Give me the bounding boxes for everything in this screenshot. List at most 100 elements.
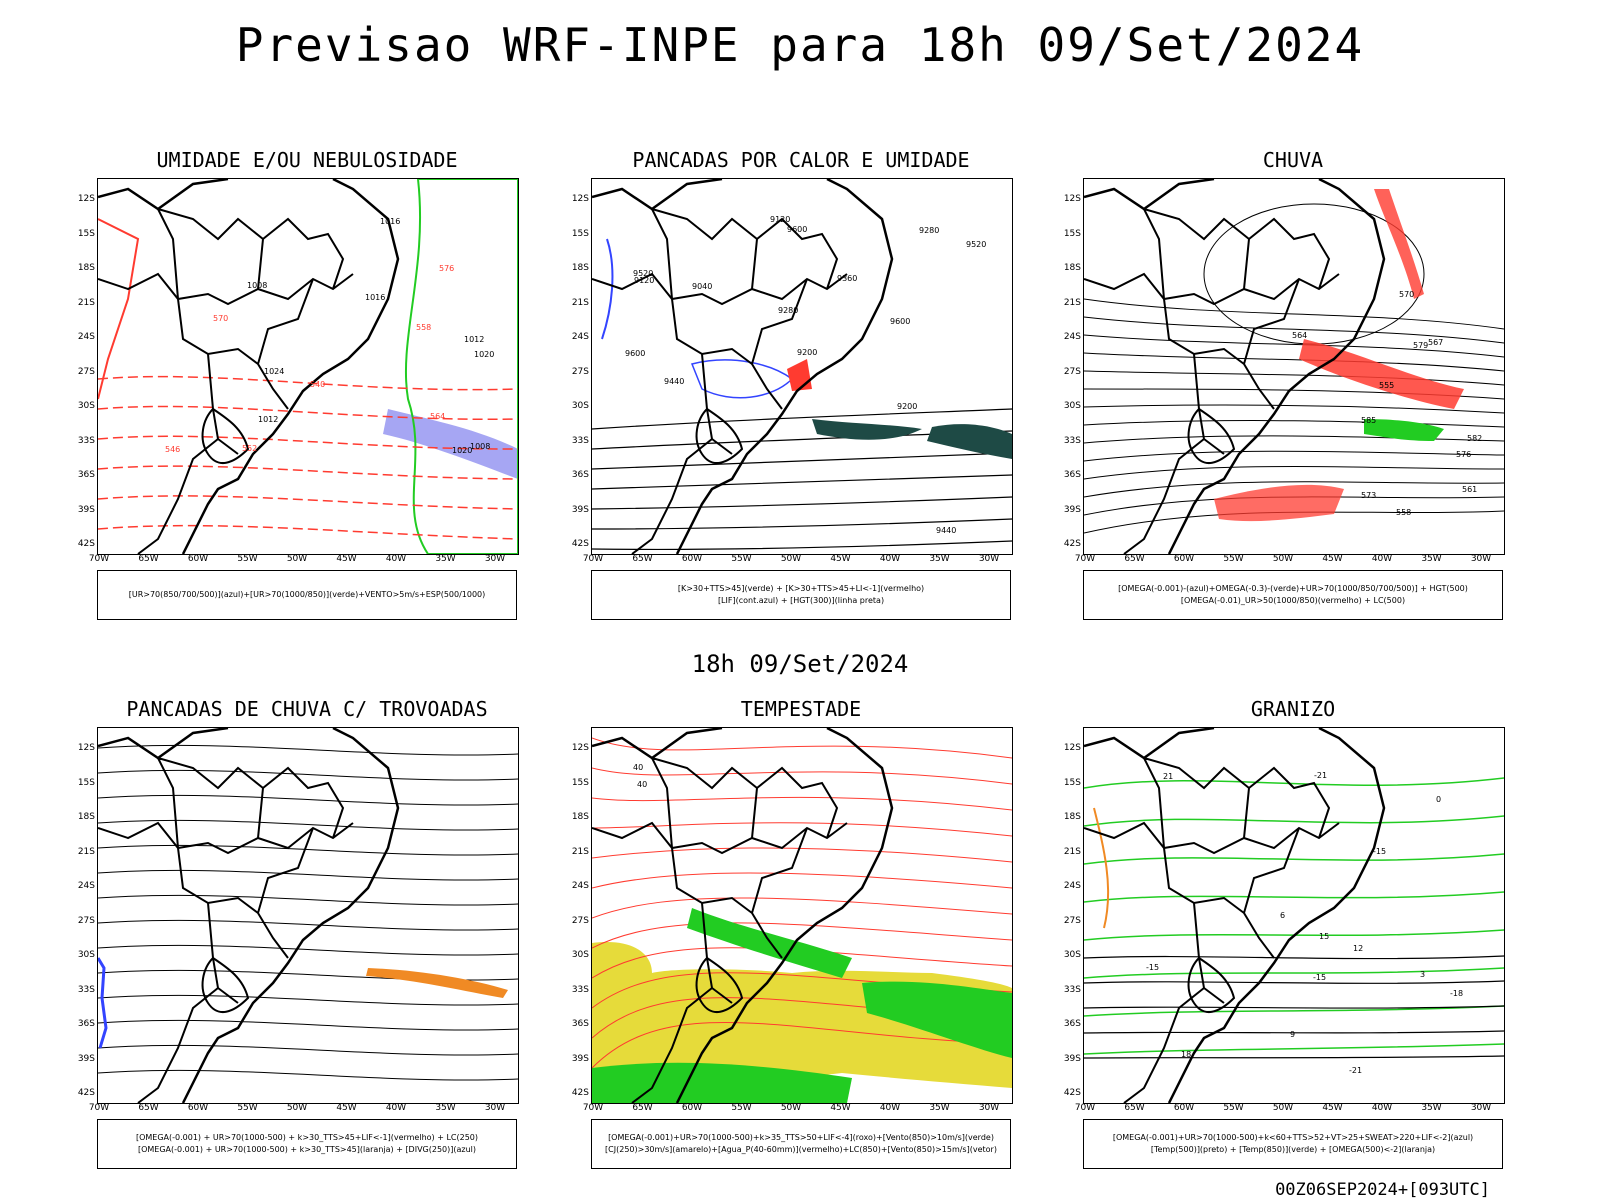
contour-label: -15: [1373, 847, 1386, 856]
longitude-label: 55W: [731, 1103, 752, 1113]
panel-1-legend: [UR>70(850/700/500)](azul)+[UR>70(1000/8…: [97, 570, 517, 620]
longitude-label: 45W: [336, 554, 357, 564]
panel-1-map: 1008 1012 1016 1020 1024 1008 1012 1016 1020 576 5…: [97, 178, 519, 555]
latitude-label: 21S: [571, 297, 589, 308]
contour-label: 564: [430, 412, 445, 421]
thickness-contour-red: [98, 375, 518, 391]
panel-4-legend: [OMEGA(-0.001) + UR>70(1000-500) + k>30_…: [97, 1119, 517, 1169]
longitude-label: 55W: [237, 1103, 258, 1113]
country-borders: [592, 757, 848, 1103]
streamline-250: [98, 794, 518, 806]
longitude-label: 35W: [929, 554, 950, 564]
latitude-label: 24S: [571, 332, 589, 342]
hgt500-contour: [1084, 352, 1504, 372]
hgt300-contour: [592, 452, 1012, 470]
legend-line: [OMEGA(-0.001)+UR>70(1000-500)+k<60+TTS>…: [1112, 1133, 1474, 1142]
latitude-label: 36S: [571, 470, 589, 480]
hgt300-contour: [592, 408, 1012, 430]
legend-line: [Temp(500)](preto) + [Temp(850)](verde) …: [1150, 1145, 1436, 1154]
latitude-label: 15S: [571, 777, 589, 788]
legend-line: [LIF](cont.azul) + [HGT(300)](linha pret…: [717, 596, 885, 605]
legend-line: [OMEGA(-0.001)-(azul)+OMEGA(-0.3)-(verde…: [1118, 584, 1468, 593]
latitude-label: 27S: [1063, 915, 1081, 926]
latitude-label: 12S: [571, 194, 589, 204]
longitude-label: 35W: [1421, 554, 1442, 564]
longitude-label: 45W: [1322, 554, 1343, 564]
rain-area-red: [1214, 484, 1344, 522]
streamline-850-red: [592, 897, 1012, 919]
latitude-label: 21S: [1063, 297, 1081, 308]
longitude-label: 35W: [929, 1103, 950, 1113]
streamline-250: [98, 894, 518, 906]
humidity-contour-red: [98, 218, 140, 400]
streamline-850-red: [592, 922, 1012, 949]
longitude-label: 60W: [681, 1103, 703, 1113]
longitude-label: 45W: [336, 1103, 357, 1113]
panel-2-legend: [K>30+TTS>45](verde) + [K>30+TTS>45+LI<-…: [591, 570, 1011, 620]
contour-label: 9360: [837, 274, 857, 283]
latitude-label: 21S: [571, 846, 589, 857]
contour-label: 546: [165, 445, 180, 454]
legend-line: [OMEGA(-0.001)+UR>70(1000-500)+k>35_TTS>…: [608, 1133, 994, 1142]
contour-label: 576: [1456, 450, 1471, 459]
panel-5-map-svg: 40 40: [592, 728, 1012, 1103]
temp500-contour-black: [1084, 980, 1504, 984]
latitude-label: 24S: [77, 881, 95, 891]
country-borders: [1084, 208, 1340, 554]
panel-2-map-svg: 9600 9600 9600 9520 9520 9440 9440 9360 9280 9280…: [592, 179, 1012, 554]
longitude-label: 50W: [286, 1103, 308, 1113]
wind850-area-green: [592, 1062, 852, 1103]
divergence-area-blue: [98, 957, 108, 1049]
contour-label: 1020: [474, 350, 494, 359]
latitude-label: 30S: [571, 401, 589, 411]
contour-label: 9040: [692, 282, 712, 291]
temp850-contour-green: [1084, 1043, 1504, 1055]
latitude-label: 36S: [1063, 470, 1081, 480]
contour-label: -18: [1450, 989, 1463, 998]
latitude-label: 42S: [1063, 1088, 1081, 1098]
country-borders: [1084, 757, 1340, 1103]
hgt500-contour: [1084, 334, 1504, 358]
streamline-850-red: [592, 796, 1012, 811]
legend-line: [OMEGA(-0.001) + UR>70(1000-500) + k>30_…: [137, 1145, 477, 1154]
temp850-contour-green: [1084, 1005, 1504, 1017]
uruguay-border: [201, 407, 250, 464]
temp850-contour-green: [1084, 853, 1504, 865]
panel-4-map: [97, 727, 519, 1104]
latitude-label: 30S: [1063, 401, 1081, 411]
longitude-label: 60W: [681, 554, 703, 564]
streamline-250: [98, 744, 518, 756]
latitude-label: 12S: [571, 743, 589, 753]
streamline-850-red: [592, 822, 1012, 837]
latitude-label: 42S: [77, 539, 95, 549]
longitude-label: 40W: [879, 554, 901, 564]
contour-label: 9280: [919, 226, 939, 235]
latitude-label: 30S: [1063, 950, 1081, 960]
streamline-250: [98, 1019, 518, 1031]
contour-label: 9200: [797, 348, 817, 357]
wind850-area-green: [862, 981, 1012, 1058]
temp500-contour-black: [1084, 1030, 1504, 1034]
temp500-contour-black: [1084, 1005, 1504, 1009]
lif-contour-blue: [601, 238, 614, 340]
latitude-label: 18S: [1063, 812, 1081, 822]
country-borders: [592, 208, 848, 554]
latitude-label: 27S: [77, 366, 95, 377]
panel-3-map-svg: 585 582 579 576 573 570 567 564 561 558 555: [1084, 179, 1504, 554]
hgt500-contour: [1084, 420, 1504, 428]
legend-line: [K>30+TTS>45](verde) + [K>30+TTS>45+LI<-…: [677, 584, 925, 593]
contour-label: 1024: [264, 367, 284, 376]
latitude-label: 12S: [77, 743, 95, 753]
streamline-250: [98, 919, 518, 931]
latitude-label: 33S: [1063, 984, 1081, 995]
latitude-label: 33S: [571, 435, 589, 446]
longitude-label: 50W: [286, 554, 308, 564]
wind850-area-green: [687, 908, 852, 978]
contour-label: 558: [416, 323, 431, 332]
streamline-250: [98, 869, 518, 881]
latitude-label: 27S: [1063, 366, 1081, 377]
longitude-label: 70W: [582, 554, 604, 564]
streamline-850-red: [592, 847, 1012, 863]
panel-5-title: TEMPESTADE: [740, 697, 862, 721]
contour-label: 567: [1428, 338, 1443, 347]
